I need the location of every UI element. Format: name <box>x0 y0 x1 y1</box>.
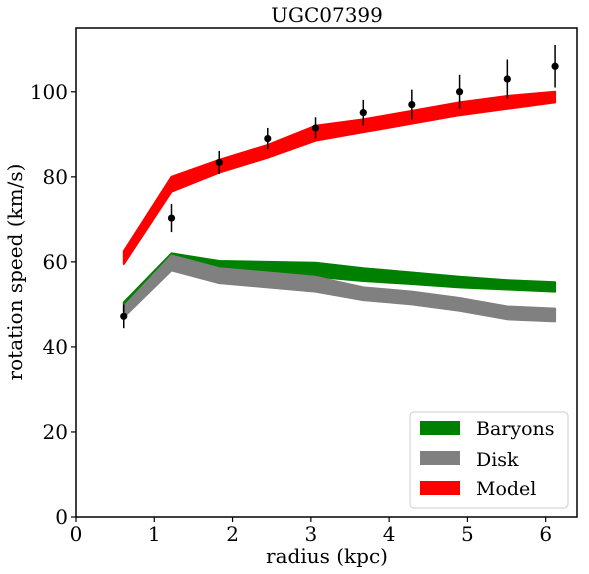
data-marker <box>359 109 367 117</box>
legend-label-baryons: Baryons <box>476 418 555 440</box>
legend: Baryons Disk Model <box>409 411 569 509</box>
data-point <box>503 59 511 99</box>
legend-label-model: Model <box>476 478 536 500</box>
chart-title: UGC07399 <box>271 3 383 27</box>
legend-swatch-baryons <box>420 421 460 435</box>
x-tick-label: 2 <box>226 522 239 546</box>
x-tick-label: 0 <box>70 522 83 546</box>
data-point <box>167 204 176 233</box>
data-point <box>359 99 367 126</box>
data-point <box>551 45 559 88</box>
band-layer <box>122 90 557 323</box>
data-marker <box>120 312 128 320</box>
plot-frame <box>75 27 578 518</box>
data-marker <box>311 124 320 132</box>
data-point <box>408 89 416 120</box>
legend-swatch-model <box>420 481 460 495</box>
band-disk <box>122 254 557 323</box>
x-tick-label: 3 <box>304 522 317 546</box>
legend-swatch-disk <box>420 451 460 465</box>
y-tick-label: 20 <box>43 420 68 444</box>
data-marker <box>551 62 559 70</box>
data-point <box>215 150 223 174</box>
data-marker <box>167 214 176 222</box>
x-axis-label: radius (kpc) <box>266 544 388 568</box>
x-tick-label: 4 <box>383 522 396 546</box>
data-point <box>455 74 464 109</box>
x-tick-label: 5 <box>461 522 474 546</box>
data-marker <box>408 100 416 109</box>
y-tick-label: 40 <box>43 335 68 359</box>
data-point <box>311 117 320 139</box>
data-marker <box>503 75 511 83</box>
observation-layer <box>120 45 559 329</box>
legend-label-disk: Disk <box>476 449 519 471</box>
y-tick-label: 80 <box>43 165 68 189</box>
data-point <box>264 127 272 150</box>
data-marker <box>215 158 223 166</box>
y-axis-label: rotation speed (km/s) <box>3 164 27 381</box>
x-tick-label: 1 <box>148 522 161 546</box>
y-tick-label: 100 <box>30 80 68 104</box>
y-axis-ticks: 0 20 40 60 80 100 <box>30 80 76 529</box>
y-tick-label: 60 <box>43 250 68 274</box>
x-axis-ticks: 0 1 2 3 4 5 6 <box>70 517 552 546</box>
data-marker <box>455 88 464 96</box>
data-marker <box>264 134 272 143</box>
y-tick-label: 0 <box>55 505 68 529</box>
x-tick-label: 6 <box>539 522 552 546</box>
band-model <box>122 90 557 265</box>
data-point <box>120 304 128 329</box>
